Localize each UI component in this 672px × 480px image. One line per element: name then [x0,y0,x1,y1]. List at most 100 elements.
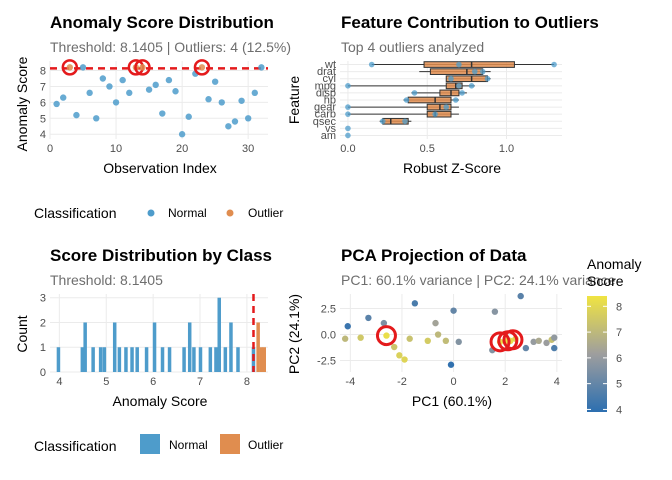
normal-point [112,99,120,106]
pca-point [491,308,499,315]
pca-point [341,335,349,342]
panel-score-distribution: Anomaly Score Distribution Threshold: 8.… [14,13,291,176]
x-axis-label-1: Observation Index [103,160,217,176]
feature-label: mpg [315,80,336,92]
legend-label-normal: Normal [168,206,207,220]
y-axis-label-3: Count [14,315,30,352]
normal-point [244,115,252,122]
feature-label: qsec [313,116,337,128]
plot-area-1: 0 10 20 30 4 5 6 7 8 [40,61,268,155]
normal-bar [198,347,203,372]
jitter-point [345,125,351,132]
feature-label: disp [316,87,336,99]
pca-point [551,344,558,352]
chart-title-1: Anomaly Score Distribution [50,13,274,32]
x-tick-label: 10 [110,143,122,155]
jitter-point [551,61,557,68]
legend-classification-bars: Classification Normal Outlier [34,434,283,454]
y-tick-label: 2.5 [321,304,336,316]
pca-points-4 [341,292,558,368]
normal-bar [236,347,240,372]
jitter-point [345,83,351,89]
x-tick-label: 0 [451,376,457,388]
color-tick-label: 8 [616,301,622,313]
normal-point [73,111,80,119]
pca-point [447,361,455,368]
x-tick-label: 1.0 [499,143,514,155]
x-axis-label-4: PC1 (60.1%) [412,393,492,409]
normal-point [126,89,133,97]
normal-point [86,89,93,97]
jitter-point [479,68,486,75]
y-tick-label: 3 [40,293,46,305]
pca-point [344,323,351,330]
jitter-point [345,111,351,117]
x-tick-label: -2 [397,376,407,388]
x-tick-label: 2 [502,376,508,388]
pca-point [380,319,388,327]
normal-point [60,94,67,101]
legend-label-outlier: Outlier [248,206,283,220]
color-legend-ticks: 8 7 6 5 4 [587,301,622,416]
box-body [445,82,463,90]
jitter-point [432,111,438,117]
jitter-point [471,68,478,75]
color-legend-title-line1: Anomaly [587,256,641,272]
chart-title-2: Feature Contribution to Outliers [341,13,599,32]
y-tick-label: 4 [40,129,46,141]
normal-bar [91,347,95,372]
normal-bar [223,347,228,372]
pca-point [357,334,364,341]
color-tick-label: 5 [616,379,622,391]
pca-point [365,314,372,322]
normal-bar [217,297,221,372]
x-tick-label: 0.5 [420,143,435,155]
normal-bar [130,347,134,372]
normal-bar [135,347,139,372]
pca-point [411,300,419,307]
y-tick-label: 7 [40,81,46,93]
normal-point [152,81,159,89]
jitter-point [484,75,491,82]
pca-point [455,338,462,346]
y-axis-label-1: Anomaly Score [14,56,30,151]
pca-point [434,331,442,338]
jitter-point [468,83,475,89]
feature-label: cyl [323,73,336,85]
box-body [407,96,452,104]
pca-point [551,334,558,341]
normal-point [106,83,113,90]
pca-point [450,307,457,314]
box-body [426,110,452,118]
y-tick-label: 1 [40,342,46,354]
pca-point [383,332,390,339]
color-tick-label: 6 [616,353,622,365]
legend-label-outlier: Outlier [248,438,283,452]
normal-point [53,100,60,108]
normal-bar [83,322,87,372]
normal-bar [124,347,128,372]
x-tick-label: -4 [345,376,355,388]
normal-bar [208,347,213,372]
outlier-bar [256,322,260,372]
pca-point [535,337,542,344]
normal-point [251,89,258,97]
pca-point [517,292,524,300]
x-tick-label: 5 [103,376,109,388]
normal-bar [117,347,122,372]
normal-point [79,64,87,71]
y-tick-label: 5 [40,113,46,125]
y-tick-label: 6 [40,97,46,109]
normal-bar [56,347,61,372]
normal-point [93,115,100,122]
x-tick-label: 0 [47,143,53,155]
jitter-point [452,97,459,103]
y-tick-label: 0 [40,367,46,379]
pca-point [401,356,408,363]
x-tick-label: 6 [150,376,156,388]
jitter-point [459,90,465,96]
outlier-bar [262,347,266,372]
y-tick-label: 8 [40,66,46,78]
panel-pca-projection: PCA Projection of Data PC1: 60.1% varian… [286,246,616,409]
